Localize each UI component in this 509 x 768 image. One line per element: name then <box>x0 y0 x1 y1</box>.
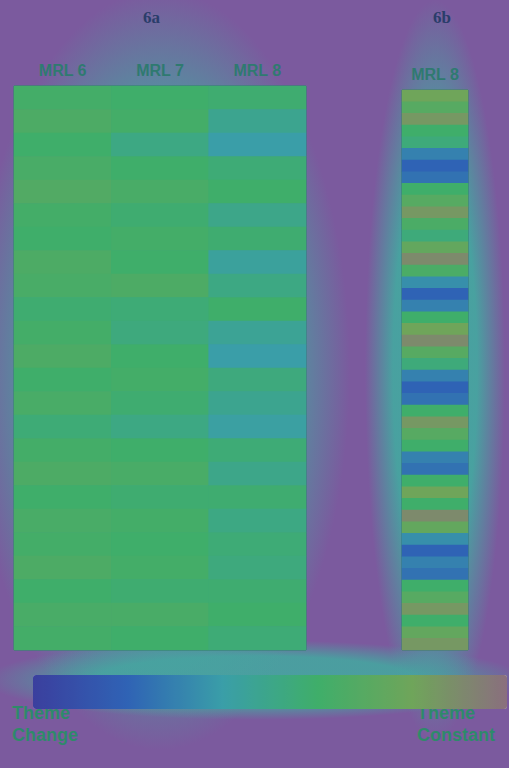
svg-text:MRL 8: MRL 8 <box>411 66 459 83</box>
svg-text:Change: Change <box>12 725 78 745</box>
svg-text:Theme: Theme <box>417 703 475 723</box>
svg-text:Constant: Constant <box>417 725 495 745</box>
svg-text:Theme: Theme <box>12 703 70 723</box>
svg-text:MRL 6: MRL 6 <box>39 62 87 79</box>
svg-text:6a: 6a <box>143 8 161 27</box>
svg-text:MRL 8: MRL 8 <box>233 62 281 79</box>
svg-text:MRL 7: MRL 7 <box>136 62 184 79</box>
svg-text:6b: 6b <box>433 8 451 27</box>
